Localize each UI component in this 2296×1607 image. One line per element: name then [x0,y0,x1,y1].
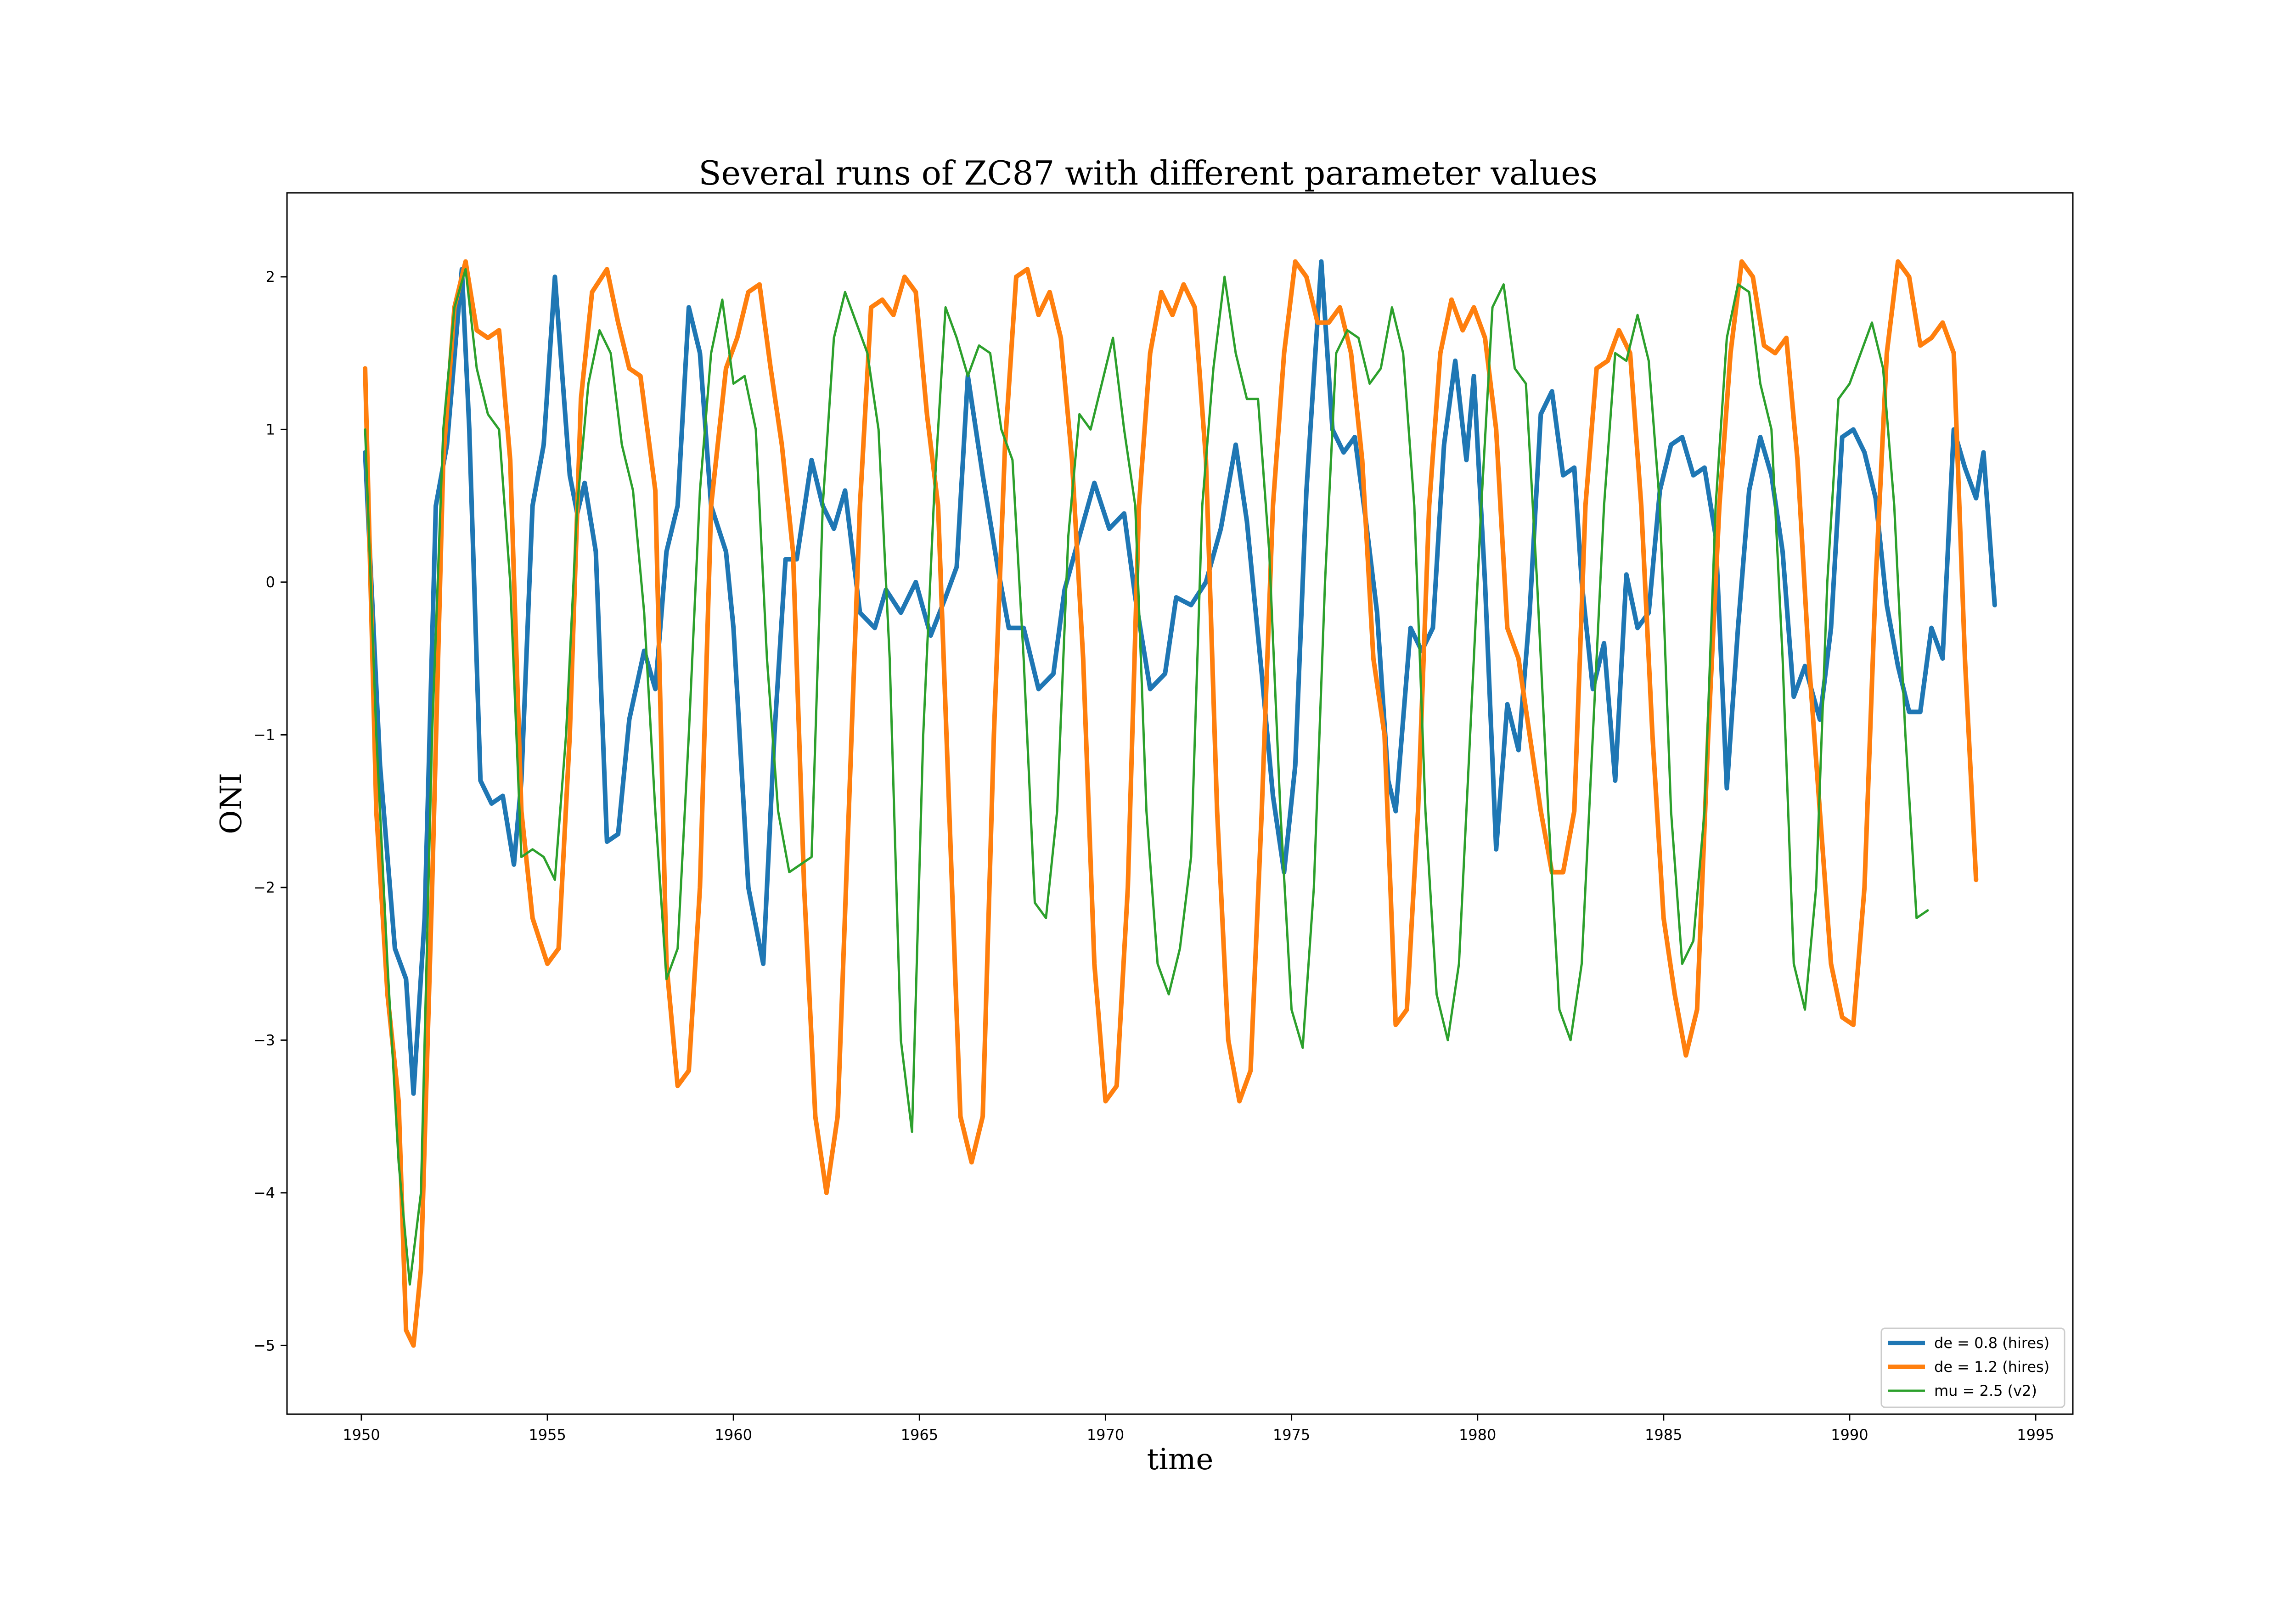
y-tick-label: −1 [253,726,275,743]
series-line-1 [363,259,1997,1096]
y-tick-label: 2 [266,268,275,286]
legend-label-3: mu = 2.5 (v2) [1934,1382,2037,1399]
x-tick-label: 1965 [901,1426,938,1444]
x-axis: 1950 1955 1960 1965 1970 1975 1980 1985 1990 1995 [343,1414,2054,1444]
x-tick-label: 1960 [715,1426,752,1444]
y-tick-label: −2 [253,879,275,896]
x-axis-label: time [1147,1443,1214,1477]
plot-frame [286,192,2074,1415]
legend-label-2: de = 1.2 (hires) [1934,1358,2049,1376]
series-line-3 [364,268,1929,1286]
x-tick-label: 1955 [529,1426,566,1444]
y-axis: −5 −4 −3 −2 −1 0 1 2 [253,268,287,1354]
chart-title: Several runs of ZC87 with different para… [698,154,1598,192]
y-axis-label: ONI [214,773,248,834]
y-tick-label: 1 [266,421,275,438]
y-tick-label: 0 [266,573,275,591]
x-tick-label: 1950 [343,1426,380,1444]
y-tick-label: −3 [253,1031,275,1049]
x-tick-label: 1970 [1087,1426,1124,1444]
x-tick-label: 1980 [1459,1426,1496,1444]
legend: de = 0.8 (hires) de = 1.2 (hires) mu = 2.5… [1880,1327,2065,1408]
legend-label-1: de = 0.8 (hires) [1934,1334,2049,1352]
y-tick-label: −4 [253,1184,275,1202]
x-tick-label: 1985 [1645,1426,1682,1444]
x-tick-label: 1990 [1831,1426,1868,1444]
x-tick-label: 1995 [2017,1426,2054,1444]
y-tick-label: −5 [253,1337,275,1354]
x-tick-label: 1975 [1273,1426,1310,1444]
legend-box [1880,1327,2065,1408]
plot-lines [363,259,1997,1348]
